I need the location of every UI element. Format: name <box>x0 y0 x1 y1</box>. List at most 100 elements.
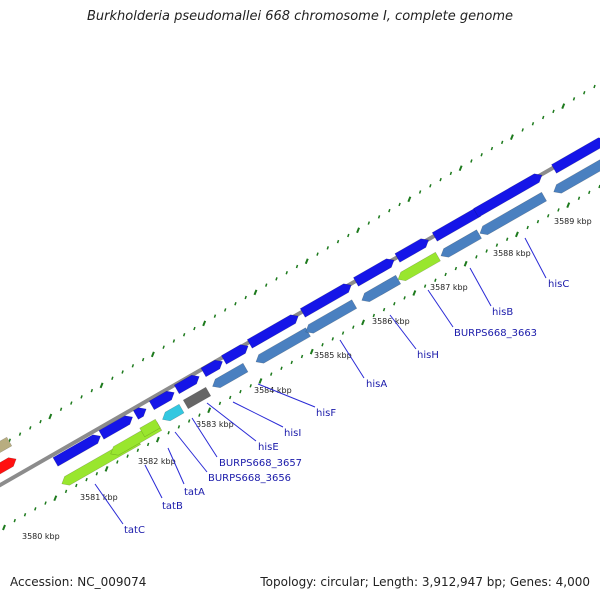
gene-arrow-reverse <box>182 386 212 410</box>
inner-tick <box>290 360 293 365</box>
outer-tick <box>8 438 11 443</box>
gene-arrow-forward <box>299 283 352 318</box>
gene-label: BURPS668_3663 <box>454 328 537 339</box>
outer-tick <box>48 413 53 420</box>
gene-label: hisB <box>492 307 513 318</box>
gene-label: hisE <box>258 442 279 453</box>
inner-tick <box>536 219 540 224</box>
gene-leader-line <box>174 431 208 473</box>
genome-summary: Topology: circular; Length: 3,912,947 bp… <box>260 575 590 589</box>
inner-tick <box>44 501 47 505</box>
outer-tick <box>70 401 73 405</box>
gene-arrow-reverse <box>361 274 402 303</box>
kbp-tick-label: 3582 kbp <box>138 457 176 466</box>
gene-arrow-forward <box>0 457 17 478</box>
inner-tick <box>218 401 222 406</box>
gene-leader-line <box>206 402 257 442</box>
gene-arrow-forward <box>52 434 101 467</box>
gene-arrow-reverse <box>479 191 547 236</box>
kbp-tick-label: 3588 kbp <box>493 249 531 258</box>
inner-tick <box>526 225 529 230</box>
inner-tick <box>372 313 376 318</box>
gene-label: hisF <box>316 408 336 419</box>
gene-arrow-reverse <box>255 327 311 364</box>
outer-tick <box>572 97 576 101</box>
outer-tick <box>407 196 412 203</box>
gene-label: hisI <box>284 428 301 439</box>
inner-tick <box>423 284 427 288</box>
outer-tick <box>458 165 463 172</box>
kbp-tick-label: 3580 kbp <box>22 532 60 541</box>
outer-tick <box>141 357 145 362</box>
inner-tick <box>155 436 160 443</box>
outer-tick <box>500 140 504 145</box>
kbp-tick-label: 3585 kbp <box>314 351 352 360</box>
outer-tick <box>265 283 268 287</box>
outer-tick <box>80 395 83 399</box>
inner-tick <box>515 231 519 238</box>
outer-tick <box>275 277 278 281</box>
outer-tick <box>388 208 391 213</box>
gene-leader-line <box>469 267 492 307</box>
outer-tick <box>182 333 186 337</box>
outer-tick <box>521 128 524 132</box>
inner-tick <box>546 214 550 218</box>
inner-tick <box>198 413 201 417</box>
kbp-tick-label: 3583 kbp <box>196 420 234 429</box>
inner-tick <box>228 395 232 400</box>
inner-tick <box>167 430 170 435</box>
outer-tick <box>29 426 32 430</box>
gene-leader-line <box>339 339 365 379</box>
inner-tick <box>557 208 560 212</box>
gene-arrow-forward <box>246 314 299 349</box>
gene-arrow-forward <box>551 137 600 174</box>
inner-tick <box>495 243 499 247</box>
inner-tick <box>249 384 252 388</box>
gene-leader-line <box>144 464 163 499</box>
outer-tick <box>561 103 566 109</box>
inner-tick <box>280 366 283 370</box>
gene-arrow-forward <box>353 258 395 287</box>
inner-tick <box>104 466 109 472</box>
outer-tick <box>480 153 483 157</box>
accession-label: Accession: NC_009074 <box>10 575 147 589</box>
outer-tick <box>59 407 63 411</box>
outer-tick <box>295 264 299 269</box>
outer-tick <box>223 308 227 312</box>
outer-tick <box>193 326 196 331</box>
inner-tick <box>463 260 468 267</box>
gene-arrow-reverse <box>305 299 358 334</box>
gene-label: hisH <box>417 350 439 361</box>
gene-leader-line <box>257 383 316 408</box>
outer-tick <box>131 364 135 368</box>
outer-tick <box>418 190 422 194</box>
outer-tick <box>253 289 258 296</box>
outer-tick <box>326 246 329 250</box>
inner-tick-track <box>2 184 600 531</box>
inner-tick <box>207 407 212 414</box>
gene-leader-line <box>389 314 417 350</box>
outer-tick <box>377 215 381 219</box>
outer-tick <box>90 388 94 393</box>
inner-tick <box>23 513 27 517</box>
outer-tick <box>99 382 104 389</box>
inner-tick <box>505 237 509 241</box>
inner-tick <box>116 460 119 464</box>
inner-tick <box>95 472 99 476</box>
gene-arrow-forward <box>394 238 429 263</box>
gene-label: hisA <box>366 379 387 390</box>
inner-tick <box>361 319 365 326</box>
inner-tick <box>187 419 191 423</box>
inner-tick <box>412 290 417 296</box>
inner-tick <box>34 507 37 511</box>
outer-tick <box>285 270 288 275</box>
inner-tick <box>309 348 314 355</box>
map-title: Burkholderia pseudomallei 668 chromosome… <box>86 9 514 24</box>
gene-label: tatC <box>124 525 145 536</box>
inner-tick <box>177 425 181 429</box>
inner-tick <box>13 518 16 523</box>
inner-tick <box>146 442 150 447</box>
outer-tick <box>490 146 494 151</box>
